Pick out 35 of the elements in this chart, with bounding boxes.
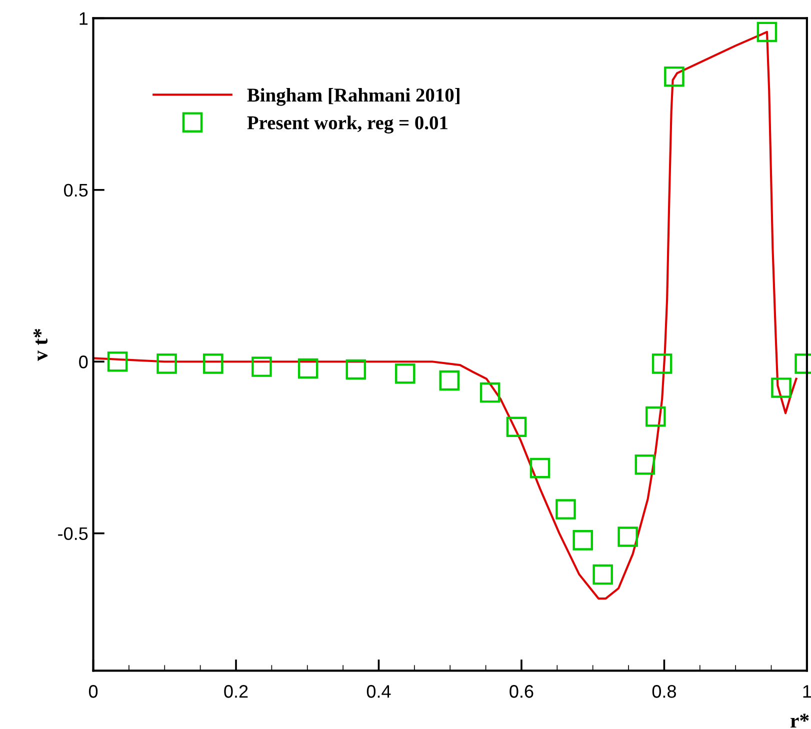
- y-tick-label: -0.5: [58, 527, 88, 540]
- y-tick-label: 0.5: [64, 184, 88, 197]
- point: [756, 22, 778, 42]
- point: [592, 564, 613, 585]
- point: [480, 382, 500, 403]
- x-tick-label: 0.4: [366, 685, 391, 698]
- point: [252, 356, 272, 377]
- point: [439, 370, 460, 391]
- point: [203, 354, 224, 374]
- y-axis-title: v t*: [34, 328, 48, 361]
- point: [346, 359, 366, 380]
- point: [634, 454, 656, 475]
- x-tick-label: 0.8: [652, 685, 676, 698]
- point: [556, 499, 576, 520]
- point: [652, 354, 672, 374]
- point: [506, 416, 527, 438]
- point: [395, 364, 416, 384]
- x-tick-label: 0.2: [224, 685, 248, 698]
- point: [646, 406, 666, 427]
- x-tick-label: 1: [803, 685, 811, 698]
- point: [107, 351, 128, 372]
- point: [664, 66, 684, 87]
- legend-label: Bingham [Rahmani 2010]: [247, 88, 460, 106]
- point: [156, 354, 177, 374]
- x-tick-label: 0.6: [510, 685, 534, 698]
- x-axis-title: r*: [790, 714, 809, 728]
- point: [530, 458, 550, 478]
- y-tick-label: 0: [79, 356, 88, 368]
- point: [572, 530, 593, 550]
- legend-label: Present work, reg = 0.01: [247, 116, 448, 134]
- point: [618, 526, 638, 547]
- y-tick-label: 1: [80, 12, 88, 25]
- point: [298, 358, 318, 379]
- x-tick-label: 0: [88, 685, 98, 698]
- point: [771, 378, 792, 398]
